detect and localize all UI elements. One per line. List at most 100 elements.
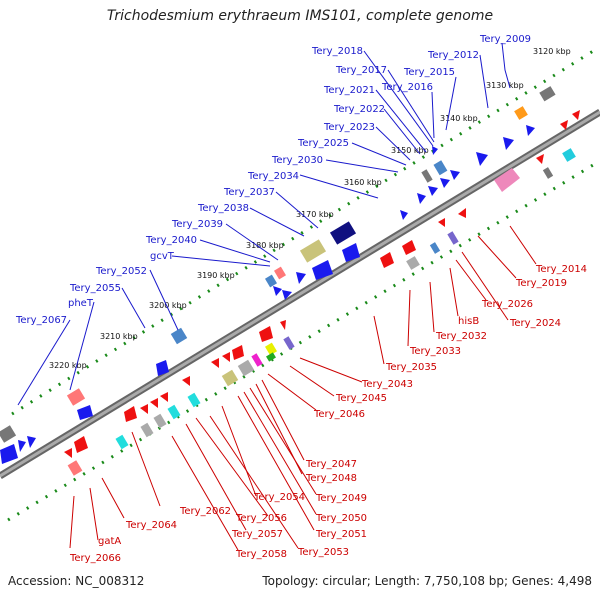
gene-label: Tery_2025 bbox=[297, 138, 349, 149]
kbp-tick-label: 3150 kbp bbox=[391, 146, 429, 155]
gene-box bbox=[539, 86, 556, 102]
gene-box bbox=[266, 352, 276, 362]
gene-label: Tery_2037 bbox=[223, 187, 275, 198]
gene-label: Tery_2055 bbox=[69, 283, 121, 294]
gene-arrow bbox=[222, 352, 230, 362]
gene-box bbox=[66, 388, 86, 406]
kbp-tick-label: 3170 kbp bbox=[296, 210, 334, 219]
gene-box bbox=[153, 413, 167, 429]
gene-box bbox=[514, 106, 528, 120]
gene-label: Tery_2064 bbox=[125, 520, 177, 531]
gene-label: Tery_2052 bbox=[95, 266, 147, 277]
gene-arrow bbox=[182, 376, 190, 386]
gene-label: Tery_2016 bbox=[381, 82, 433, 93]
gene-arrow bbox=[400, 210, 408, 220]
gene-box bbox=[115, 434, 129, 450]
gene-arrow bbox=[160, 392, 168, 402]
gene-label: Tery_2015 bbox=[403, 67, 455, 78]
gene-arrow bbox=[124, 406, 137, 422]
gene-label: Tery_2018 bbox=[311, 46, 363, 57]
gene-box bbox=[67, 460, 83, 476]
gene-arrow bbox=[150, 398, 158, 408]
gene-box bbox=[562, 148, 576, 162]
gene-arrow bbox=[27, 436, 36, 448]
gene-label: Tery_2035 bbox=[385, 362, 437, 373]
gene-label: Tery_2049 bbox=[315, 493, 367, 504]
gene-label: Tery_2024 bbox=[509, 318, 561, 329]
gene-label: gcvT bbox=[150, 251, 175, 262]
gene-label: Tery_2034 bbox=[247, 171, 299, 182]
gene-label: Tery_2051 bbox=[315, 529, 367, 540]
kbp-tick-label: 3140 kbp bbox=[440, 114, 478, 123]
gene-label: Tery_2054 bbox=[253, 492, 305, 503]
gene-arrow bbox=[417, 193, 426, 204]
gene-label: pheT bbox=[68, 298, 94, 309]
gene-label: Tery_2045 bbox=[335, 393, 387, 404]
gene-label: hisB bbox=[458, 316, 479, 327]
accession-text: Accession: NC_008312 bbox=[8, 574, 145, 588]
gene-box bbox=[329, 221, 357, 245]
gene-box bbox=[264, 274, 278, 288]
gene-label: Tery_2017 bbox=[335, 65, 387, 76]
kbp-tick-label: 3120 kbp bbox=[533, 47, 571, 56]
gene-label: Tery_2050 bbox=[315, 513, 367, 524]
gene-label: Tery_2022 bbox=[333, 104, 385, 115]
gene-box bbox=[170, 327, 188, 345]
gene-arrow bbox=[428, 186, 438, 196]
gene-label: Tery_2040 bbox=[145, 235, 197, 246]
kbp-tick-label: 3160 kbp bbox=[344, 178, 382, 187]
gene-arrow bbox=[312, 260, 333, 280]
gene-box bbox=[251, 353, 263, 367]
kbp-tick-labels: 3120 kbp 3130 kbp 3140 kbp 3150 kbp 3160… bbox=[49, 47, 571, 370]
gene-label: Tery_2046 bbox=[313, 409, 365, 420]
gene-box bbox=[542, 167, 554, 179]
forward-labels: Tery_2009 Tery_2012 Tery_2015 Tery_2016 … bbox=[15, 34, 531, 326]
forward-leaders bbox=[17, 42, 511, 406]
gene-arrow bbox=[0, 444, 18, 464]
gene-arrow bbox=[402, 240, 416, 255]
gene-box bbox=[187, 392, 201, 408]
gene-arrow bbox=[259, 326, 273, 342]
forward-features bbox=[0, 86, 556, 464]
gene-label: Tery_2019 bbox=[515, 278, 567, 289]
gene-arrow bbox=[74, 436, 88, 453]
gene-arrow bbox=[280, 320, 286, 330]
gene-label: gatA bbox=[98, 536, 121, 547]
gene-arrow bbox=[282, 290, 292, 300]
gene-arrow bbox=[232, 345, 244, 360]
gene-arrow bbox=[458, 208, 466, 218]
gene-label: Tery_2058 bbox=[235, 549, 287, 560]
gene-arrow bbox=[273, 286, 282, 296]
gene-box bbox=[167, 404, 181, 420]
gene-label: Tery_2067 bbox=[15, 315, 67, 326]
kbp-tick-label: 3210 kbp bbox=[100, 332, 138, 341]
gene-arrow bbox=[380, 252, 394, 268]
gene-box bbox=[433, 160, 448, 176]
gene-arrow bbox=[526, 125, 535, 136]
gene-box bbox=[0, 425, 17, 443]
map-title: Trichodesmium erythraeum IMS101, complet… bbox=[106, 8, 494, 24]
gene-label: Tery_2009 bbox=[479, 34, 531, 45]
gene-label: Tery_2012 bbox=[427, 50, 479, 61]
gene-box bbox=[140, 422, 154, 438]
gene-label: Tery_2021 bbox=[323, 85, 375, 96]
kbp-tick-label: 3200 kbp bbox=[149, 301, 187, 310]
gene-label: Tery_2033 bbox=[409, 346, 461, 357]
gene-box bbox=[264, 342, 278, 356]
gene-label: Tery_2030 bbox=[271, 155, 323, 166]
tick-row-upper bbox=[11, 46, 599, 416]
gene-arrow bbox=[432, 146, 438, 155]
gene-arrow bbox=[536, 154, 544, 164]
gene-label: Tery_2047 bbox=[305, 459, 357, 470]
gene-label: Tery_2014 bbox=[535, 264, 587, 275]
reverse-features bbox=[64, 110, 580, 476]
gene-label: Tery_2039 bbox=[171, 219, 223, 230]
gene-label: Tery_2032 bbox=[435, 331, 487, 342]
gene-box bbox=[406, 256, 420, 270]
gene-label: Tery_2026 bbox=[481, 299, 533, 310]
gene-box bbox=[237, 359, 255, 377]
gene-arrow bbox=[342, 243, 360, 262]
gene-arrow bbox=[296, 272, 306, 284]
gene-arrow bbox=[440, 178, 450, 188]
